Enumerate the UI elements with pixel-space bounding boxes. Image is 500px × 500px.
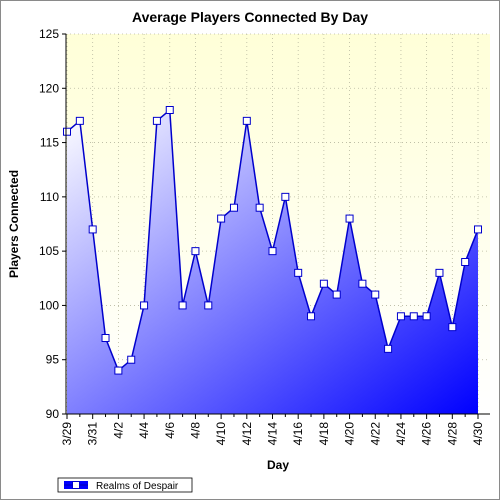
data-point-4/12	[242, 116, 251, 125]
data-point-4/29	[461, 258, 470, 266]
y-tick-label: 100	[39, 298, 59, 312]
legend-marker	[72, 481, 80, 489]
data-point-3/31	[88, 225, 97, 234]
x-tick-label: 4/10	[214, 422, 228, 446]
x-tick-label: 4/6	[163, 422, 177, 439]
x-tick-label: 4/16	[291, 422, 305, 446]
x-tick-label: 4/8	[188, 422, 202, 439]
data-point-4/11	[229, 203, 238, 212]
y-tick-label: 95	[46, 353, 60, 367]
data-point-4/13	[255, 203, 264, 212]
x-tick-label: 4/26	[420, 422, 434, 446]
data-point-4/25	[409, 312, 418, 321]
x-tick-label: 4/28	[445, 422, 459, 446]
x-tick-label: 4/2	[111, 422, 125, 439]
y-tick-label: 125	[39, 27, 59, 41]
x-tick-label: 3/29	[60, 422, 74, 446]
data-point-4/10	[217, 214, 226, 223]
data-point-3/29	[63, 127, 71, 136]
data-point-4/19	[332, 290, 341, 299]
x-tick-label: 4/14	[266, 422, 280, 446]
x-tick-label: 4/12	[240, 422, 254, 446]
data-point-4/5	[152, 116, 161, 125]
y-axis-ticks: 90 95 100 105 110 115 120 125	[39, 27, 66, 421]
data-point-3/30	[75, 116, 84, 125]
data-point-4/7	[178, 301, 187, 310]
y-tick-label: 120	[39, 81, 59, 95]
x-tick-label: 4/20	[343, 422, 357, 446]
legend-entry-realms-of-despair: Realms of Despair	[96, 481, 179, 492]
x-tick-label: 4/22	[368, 422, 382, 446]
data-point-4/18	[319, 279, 328, 288]
y-tick-label: 90	[46, 407, 60, 421]
data-point-4/27	[435, 268, 444, 277]
data-point-4/17	[307, 312, 316, 321]
data-point-4/2	[114, 366, 123, 375]
x-axis-ticks: 3/29 3/31 4/2 4/4 4/6 4/8 4/10 4/12 4/14 4/16 4/18…	[60, 414, 485, 445]
data-point-4/3	[127, 355, 136, 364]
legend: Realms of Despair	[57, 477, 193, 493]
data-point-4/20	[345, 214, 354, 223]
data-point-4/30	[474, 225, 482, 234]
data-point-4/1	[101, 334, 110, 342]
y-axis-label: Players Connected	[7, 170, 21, 278]
data-point-4/14	[268, 247, 277, 256]
y-tick-label: 110	[40, 190, 59, 204]
data-point-4/15	[281, 192, 290, 201]
data-point-4/21	[358, 279, 367, 288]
data-point-4/26	[422, 312, 431, 321]
data-point-4/9	[204, 301, 213, 310]
data-point-4/28	[448, 323, 457, 332]
series-area	[67, 110, 478, 414]
x-tick-label: 4/24	[394, 422, 408, 446]
x-tick-label: 4/18	[317, 422, 331, 446]
series-markers	[63, 106, 482, 375]
data-point-4/4	[140, 301, 149, 310]
y-tick-label: 105	[39, 244, 59, 258]
data-point-4/16	[294, 268, 303, 277]
data-point-4/23	[384, 344, 393, 353]
x-tick-label: 4/4	[137, 422, 151, 439]
chart-title: Average Players Connected By Day	[132, 9, 368, 25]
data-point-4/22	[371, 290, 380, 299]
x-tick-label: 4/30	[471, 422, 485, 446]
data-point-4/8	[191, 247, 200, 256]
x-tick-label: 3/31	[86, 422, 100, 446]
y-tick-label: 115	[40, 136, 59, 150]
x-axis-label: Day	[267, 458, 289, 472]
data-point-4/24	[396, 312, 405, 321]
legend-box	[57, 477, 193, 493]
axes	[65, 34, 490, 415]
data-point-4/6	[165, 106, 174, 114]
